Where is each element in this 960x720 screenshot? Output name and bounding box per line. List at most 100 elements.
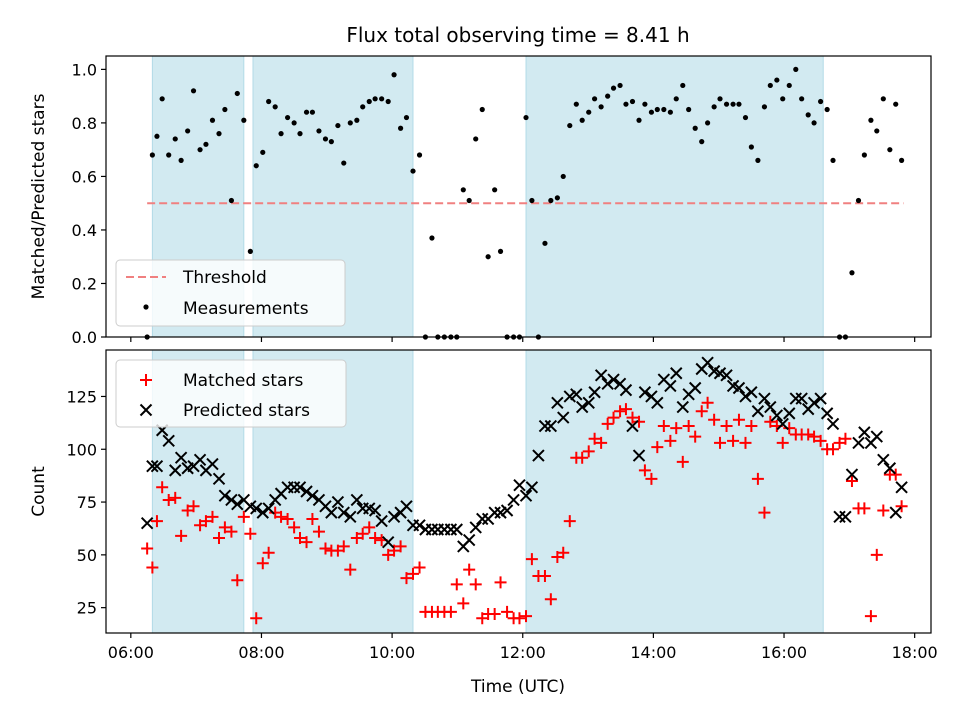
measurement-point [723, 101, 730, 107]
measurement-point [861, 152, 867, 158]
predicted-star-point [400, 500, 413, 513]
predicted-star-point [462, 533, 476, 547]
predicted-star-point [858, 426, 871, 439]
predicted-star-point [174, 451, 188, 464]
matched-star-point [582, 445, 595, 458]
x-tick-label: 16:00 [761, 643, 807, 662]
matched-stars-legend-label: Matched stars [183, 371, 303, 391]
predicted-star-point [256, 506, 269, 519]
matched-star-point [877, 504, 890, 517]
measurement-point [203, 141, 209, 147]
matched-star-point [281, 512, 294, 525]
matched-star-point [783, 422, 796, 435]
bottom-panel-y-ticks: 25 50 75 100 125 [66, 387, 106, 618]
measurement-point [610, 85, 617, 91]
matched-star-point [739, 436, 752, 449]
measurement-point [736, 101, 742, 107]
matched-star-point [388, 544, 401, 557]
matched-star-point [175, 529, 188, 542]
predicted-star-point [883, 462, 897, 475]
measurement-point [266, 98, 272, 105]
measurement-point [260, 149, 266, 155]
predicted-star-point [557, 411, 570, 424]
matched-star-point [356, 527, 369, 540]
predicted-star-point [833, 510, 846, 524]
predicted-star-point [826, 417, 840, 431]
measurement-point [385, 98, 391, 105]
measurement-point [222, 106, 228, 113]
matched-star-point [732, 413, 745, 426]
threshold-legend-label: Threshold [182, 268, 267, 288]
measurement-point [397, 125, 404, 131]
measurement-point [761, 104, 768, 110]
measurement-point [605, 93, 611, 99]
top-panel-y-ticks: 0.0 0.2 0.4 0.6 0.8 1.0 [72, 60, 106, 347]
predicted-star-point [601, 377, 614, 390]
measurement-point [705, 120, 711, 126]
matched-star-point [638, 464, 651, 477]
predicted-star-point [651, 396, 664, 410]
measurement-point [209, 117, 216, 123]
matched-star-point [588, 432, 601, 445]
matched-star-point [312, 525, 325, 538]
measurement-point [799, 96, 805, 102]
predicted-star-point [570, 388, 583, 401]
measurement-point [303, 109, 310, 115]
measurement-point [805, 112, 811, 118]
measurement-point [868, 117, 874, 123]
matched-star-point [501, 605, 514, 618]
measurement-point [297, 131, 303, 137]
measurement-point [548, 197, 554, 204]
predicted-star-point [839, 510, 852, 524]
predicted-star-point [519, 489, 533, 502]
matched-star-point [319, 542, 332, 555]
predicted-star-point [350, 493, 364, 507]
y-tick-label: 125 [66, 387, 97, 406]
measurement-point [623, 101, 629, 107]
matched-star-point [701, 396, 714, 409]
measurement-point [554, 195, 560, 201]
matched-star-point [520, 610, 533, 623]
predicted-stars-legend-label: Predicted stars [183, 401, 310, 421]
matched-star-point [300, 536, 313, 549]
measurement-point [636, 117, 642, 123]
matched-stars-legend-swatch [140, 374, 152, 386]
measurement-point [309, 109, 316, 115]
matched-stars-legend-marker [140, 374, 152, 386]
matched-star-point [199, 515, 212, 528]
measurement-point [880, 96, 886, 102]
matched-star-point [651, 441, 664, 454]
predicted-star-point [193, 453, 207, 467]
matched-star-point [557, 546, 570, 559]
measurement-point [284, 114, 291, 121]
y-tick-label: 0.0 [72, 328, 97, 347]
predicted-star-point [739, 390, 752, 403]
predicted-star-point [337, 506, 350, 519]
matched-star-point [764, 415, 777, 428]
measurement-point [586, 109, 592, 115]
matched-star-point [814, 434, 827, 447]
predicted-star-point [845, 468, 859, 481]
matched-star-point [626, 411, 639, 424]
top-panel-frame [105, 55, 932, 338]
matched-star-point [288, 521, 301, 534]
matched-star-point [141, 542, 154, 555]
predicted-star-point [751, 405, 765, 418]
measurement-point [686, 106, 692, 113]
measurement-point [755, 157, 761, 163]
x-tick-label: 14:00 [630, 643, 676, 662]
measurement-point [717, 96, 723, 102]
matched-star-point [544, 593, 557, 606]
predicted-star-point [287, 481, 301, 494]
measurement-point [824, 106, 830, 113]
predicted-star-point [507, 493, 520, 507]
predicted-star-point [387, 510, 401, 524]
matched-star-point [400, 572, 413, 585]
predicted-star-point [807, 396, 821, 410]
matched-star-point [776, 436, 789, 449]
matched-star-point [751, 472, 764, 485]
predicted-star-point [688, 381, 702, 395]
measurement-point [328, 139, 334, 145]
matched-star-point [169, 491, 182, 504]
predicted-star-point [582, 396, 595, 410]
